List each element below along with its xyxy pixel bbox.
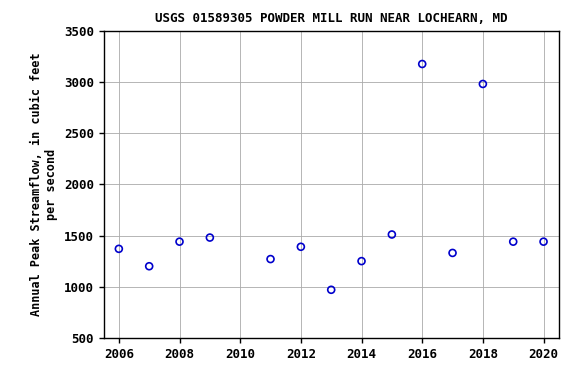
Point [387, 232, 396, 238]
Point [145, 263, 154, 269]
Point [539, 238, 548, 245]
Point [509, 238, 518, 245]
Title: USGS 01589305 POWDER MILL RUN NEAR LOCHEARN, MD: USGS 01589305 POWDER MILL RUN NEAR LOCHE… [155, 12, 507, 25]
Point [175, 238, 184, 245]
Point [418, 61, 427, 67]
Point [266, 256, 275, 262]
Y-axis label: Annual Peak Streamflow, in cubic feet
per second: Annual Peak Streamflow, in cubic feet pe… [31, 53, 58, 316]
Point [448, 250, 457, 256]
Point [296, 244, 305, 250]
Point [205, 235, 214, 241]
Point [357, 258, 366, 264]
Point [478, 81, 487, 87]
Point [114, 246, 123, 252]
Point [327, 287, 336, 293]
